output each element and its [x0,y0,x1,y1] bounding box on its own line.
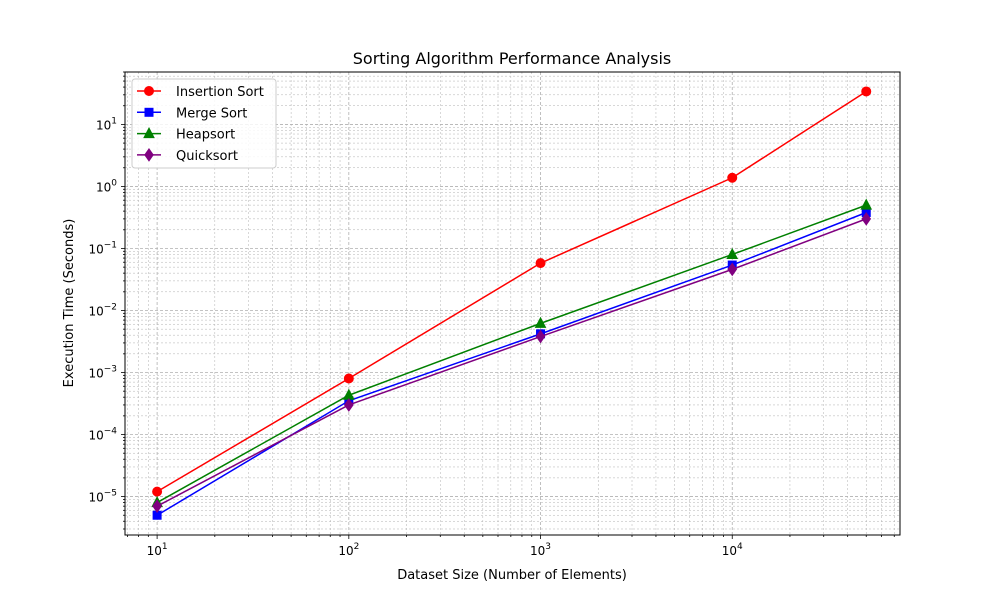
y-tick-label-exponent: 0 [111,178,117,188]
data-point-quicksort [344,398,354,412]
y-tick-label: 10−2 [88,302,117,318]
data-point-quicksort [152,499,162,514]
x-tick-label-base: 10 [530,544,545,558]
data-point-quicksort [861,211,872,226]
chart-title: Sorting Algorithm Performance Analysis [353,49,671,68]
data-point-quicksort [727,262,738,277]
data-point-quicksort [535,329,546,344]
data-point-insertion-sort [861,86,872,97]
x-tick-label: 103 [530,542,551,558]
x-tick-label-exponent: 1 [162,542,168,552]
legend-label: Heapsort [176,128,235,143]
data-point-insertion-sort [727,172,738,183]
data-point-heapsort [860,198,873,210]
x-axis: 101 102 103 104 [127,535,895,558]
legend-marker [144,86,154,96]
y-tick-label-base: 10 [96,118,111,132]
y-tick-label-base: 10 [96,180,111,194]
x-tick-label-exponent: 4 [737,542,743,552]
x-tick-label-exponent: 2 [354,542,360,552]
legend-item-insertion-sort: Insertion Sort [137,85,264,100]
y-tick-label-exponent: 1 [111,116,117,126]
x-tick-label-base: 10 [722,544,737,558]
x-tick-label-exponent: 3 [545,542,551,552]
legend-marker [143,127,155,139]
y-tick-label: 100 [96,178,117,194]
y-tick-label-base: 10 [88,491,103,505]
series-group [151,86,873,520]
y-tick-label: 10−5 [88,489,117,505]
y-tick-label-base: 10 [88,242,103,256]
plot-area [124,71,901,536]
y-tick-label-exponent: −1 [104,240,117,250]
legend-label: Insertion Sort [176,85,264,100]
legend-label: Merge Sort [176,106,247,121]
y-tick-label-exponent: −5 [104,489,117,499]
legend: Insertion Sort Merge Sort Heapsort Quicksor… [131,78,277,169]
data-point-insertion-sort [343,373,354,384]
series-insertion-sort [152,86,872,497]
data-point-insertion-sort [152,486,163,497]
x-tick-label: 102 [338,542,359,558]
y-tick-label: 10−1 [88,240,117,256]
y-tick-label: 10−3 [88,365,117,381]
x-tick-label: 101 [147,542,168,558]
x-tick-label-base: 10 [338,544,353,558]
x-axis-label: Dataset Size (Number of Elements) [397,568,627,583]
legend-marker [144,148,154,162]
y-tick-label-base: 10 [88,429,103,443]
legend-label: Quicksort [176,149,238,164]
y-tick-label-exponent: −3 [104,365,117,375]
series-quicksort [152,211,872,514]
x-tick-label-base: 10 [147,544,162,558]
x-tick-label: 104 [722,542,743,558]
data-point-insertion-sort [535,258,546,269]
legend-item-merge-sort: Merge Sort [137,106,247,121]
data-point-heapsort [534,316,547,328]
y-axis-label: Execution Time (Seconds) [62,219,77,388]
y-tick-label-base: 10 [88,304,103,318]
legend-marker [144,107,154,117]
data-point-heapsort [726,247,739,259]
y-tick-label: 101 [96,116,117,132]
legend-item-heapsort: Heapsort [137,127,235,143]
y-tick-label-base: 10 [88,367,103,381]
y-tick-label-exponent: −4 [104,427,118,437]
legend-item-quicksort: Quicksort [137,148,238,164]
y-tick-label: 10−4 [88,427,117,443]
y-tick-label-exponent: −2 [104,302,117,312]
legend-box [131,78,277,169]
